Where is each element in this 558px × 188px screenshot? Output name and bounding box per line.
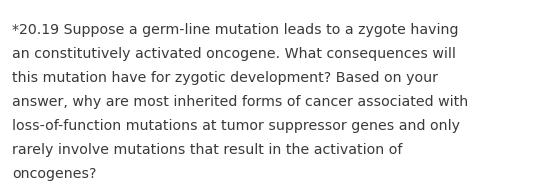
Text: rarely involve mutations that result in the activation of: rarely involve mutations that result in … [12, 143, 403, 157]
Text: this mutation have for zygotic development? Based on your: this mutation have for zygotic developme… [12, 71, 438, 85]
Text: loss-of-function mutations at tumor suppressor genes and only: loss-of-function mutations at tumor supp… [12, 119, 460, 133]
Text: *20.19 Suppose a germ-line mutation leads to a zygote having: *20.19 Suppose a germ-line mutation lead… [12, 23, 459, 36]
Text: an constitutively activated oncogene. What consequences will: an constitutively activated oncogene. Wh… [12, 47, 456, 61]
Text: oncogenes?: oncogenes? [12, 167, 97, 181]
Text: answer, why are most inherited forms of cancer associated with: answer, why are most inherited forms of … [12, 95, 469, 109]
